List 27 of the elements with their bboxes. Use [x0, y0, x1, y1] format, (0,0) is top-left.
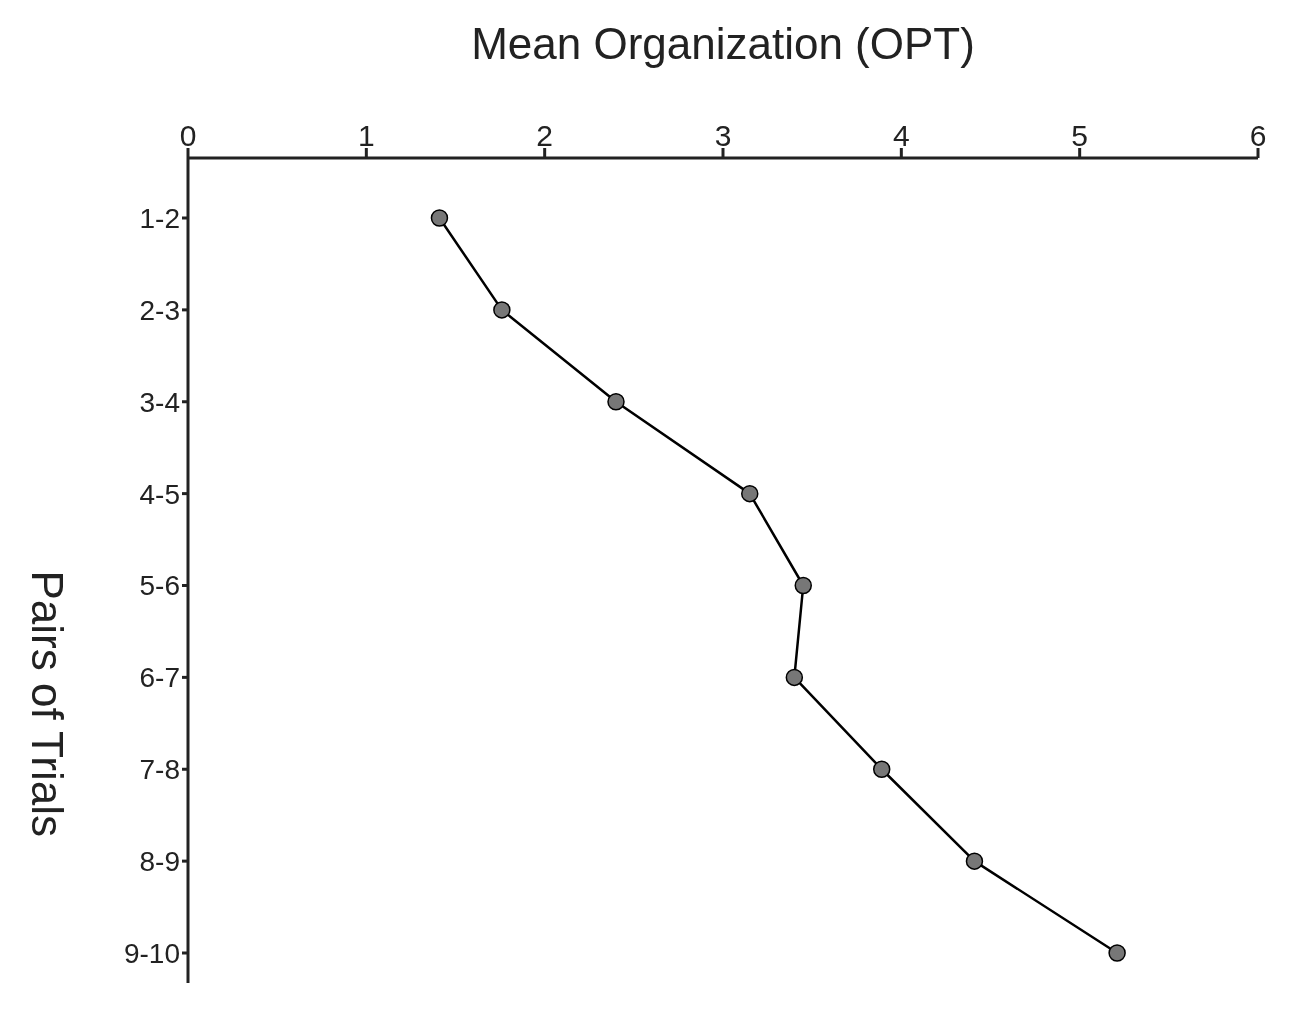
y-tick-label: 7-8: [139, 754, 180, 786]
point: [1108, 944, 1126, 962]
y-axis-title: Pairs of Trials: [23, 570, 73, 838]
point: [794, 576, 812, 595]
y-tick-label: 3-4: [139, 386, 180, 418]
y-tick-label: 5-6: [139, 570, 180, 602]
y-tick-label: 6-7: [139, 662, 180, 694]
y-tick-label: 2-3: [139, 294, 180, 326]
y-tick-label: 1-2: [139, 202, 180, 234]
x-tick-label: 3: [714, 119, 732, 152]
y-tick-label: 8-9: [139, 846, 180, 878]
point: [741, 484, 759, 503]
point: [965, 852, 984, 870]
point: [607, 393, 625, 411]
y-tick-label: 4-5: [139, 478, 180, 510]
x-tick-label: 5: [1071, 119, 1089, 152]
point: [872, 760, 891, 778]
point: [785, 668, 804, 687]
point: [430, 209, 449, 227]
x-tick-label: 1: [357, 119, 375, 152]
point: [493, 301, 511, 319]
x-tick-label: 2: [536, 119, 554, 152]
y-tick-label: 9-10: [123, 937, 180, 969]
x-tick-label: 6: [1249, 119, 1267, 152]
x-tick-label: 4: [892, 119, 910, 152]
x-axis-title: Mean Organization (OPT): [471, 19, 975, 69]
x-tick-label: 0: [179, 119, 197, 152]
